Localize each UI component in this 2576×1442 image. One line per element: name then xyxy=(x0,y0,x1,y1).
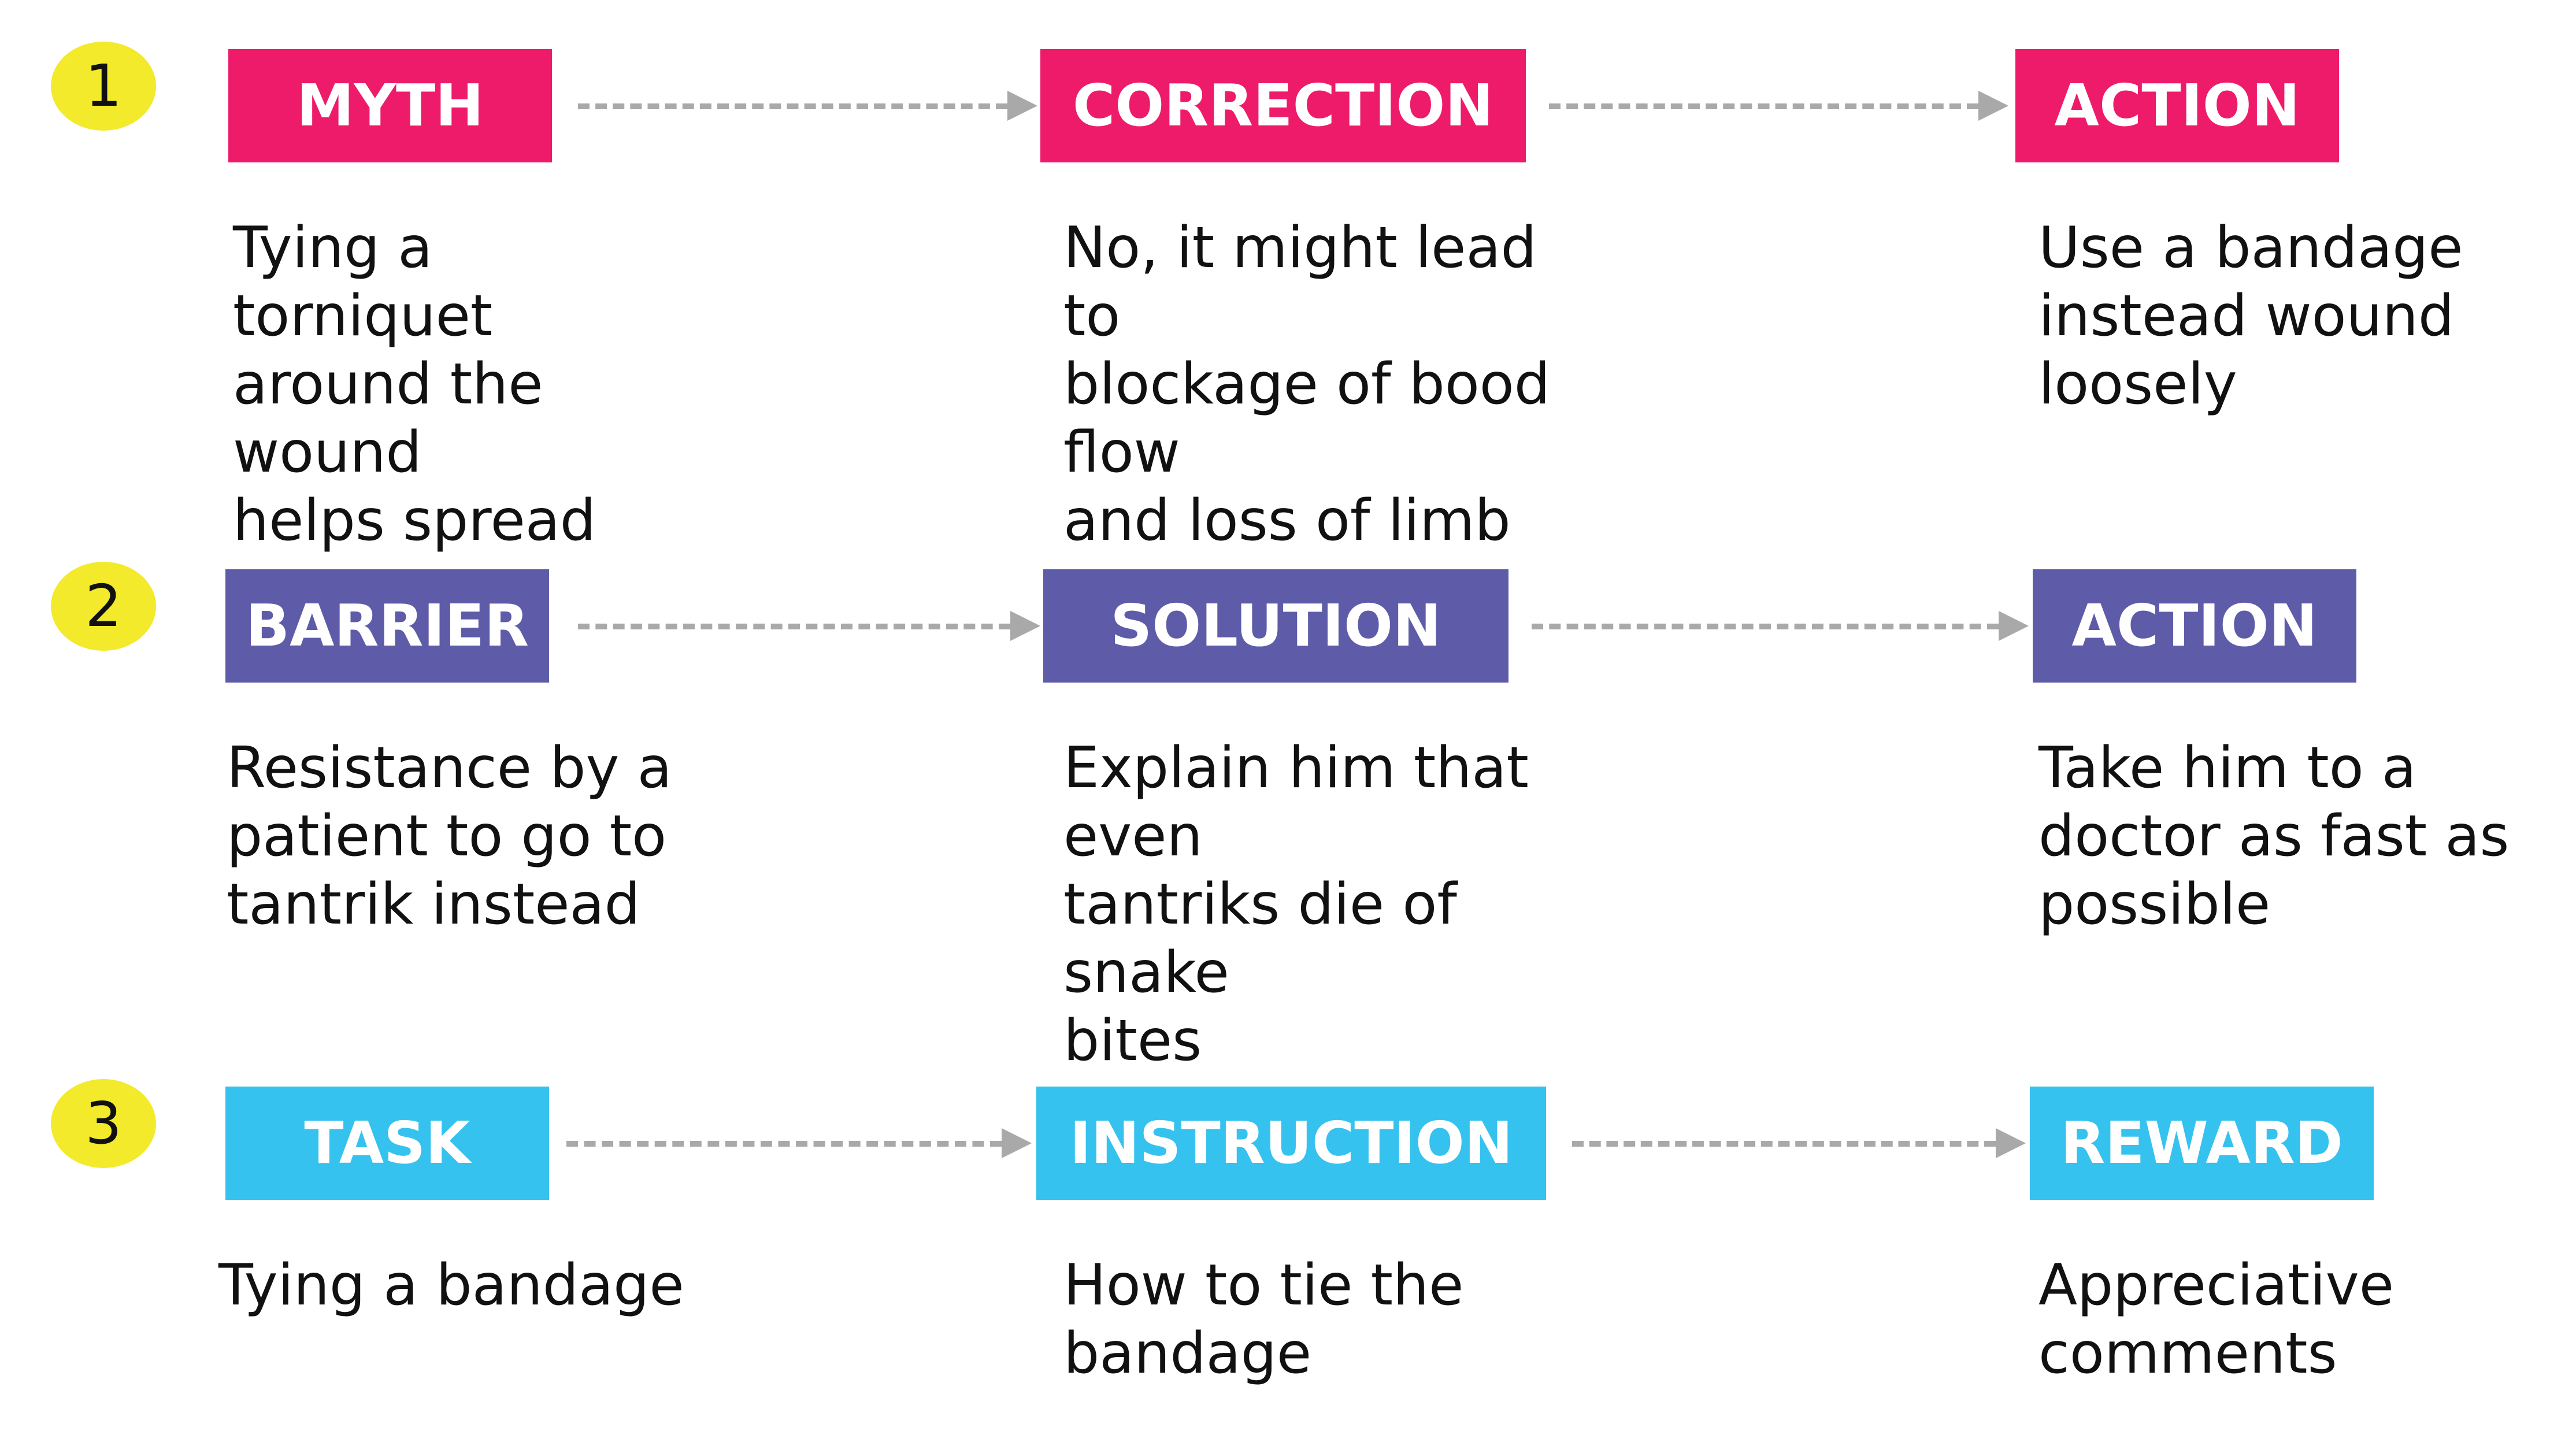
stage-description: How to tie the bandage xyxy=(1063,1252,1464,1387)
arrow-head-icon xyxy=(1999,611,2029,641)
stage-label: ACTION xyxy=(2015,49,2339,162)
stage-description: Take him to a doctor as fast as possible xyxy=(2038,735,2510,937)
arrow-head-icon xyxy=(1007,91,1037,121)
stage-label: REWARD xyxy=(2030,1087,2374,1200)
stage-description: Use a bandage instead wound loosely xyxy=(2038,215,2463,417)
stage-label: CORRECTION xyxy=(1040,49,1526,162)
dashed-arrow-line xyxy=(578,103,1007,109)
stage-description: Resistance by a patient to go to tantrik… xyxy=(227,735,672,937)
stage-label: BARRIER xyxy=(225,569,549,683)
dashed-arrow xyxy=(1572,1128,2026,1158)
row-2: 2 BARRIER Resistance by a patient to go … xyxy=(0,520,2576,1074)
row-number-badge: 2 xyxy=(51,562,156,651)
dashed-arrow-line xyxy=(578,624,1010,629)
stage-label: INSTRUCTION xyxy=(1036,1087,1546,1200)
stage-description: No, it might lead to blockage of bood fl… xyxy=(1063,215,1550,554)
arrow-head-icon xyxy=(1010,611,1040,641)
stage-description: Appreciative comments xyxy=(2038,1252,2394,1387)
row-3: 3 TASK Tying a bandage INSTRUCTION How t… xyxy=(0,1037,2576,1442)
arrow-head-icon xyxy=(1996,1128,2026,1158)
row-1: 1 MYTH Tying a torniquet around the woun… xyxy=(0,0,2576,622)
dashed-arrow xyxy=(1549,91,2008,121)
dashed-arrow-line xyxy=(1549,103,1978,109)
stage-description: Explain him that even tantriks die of sn… xyxy=(1063,735,1529,1074)
dashed-arrow-line xyxy=(1532,624,1999,629)
arrow-head-icon xyxy=(1978,91,2008,121)
dashed-arrow-line xyxy=(1572,1141,1996,1147)
stage-description: Tying a bandage xyxy=(218,1252,684,1318)
dashed-arrow xyxy=(566,1128,1032,1158)
arrow-head-icon xyxy=(1002,1128,1032,1158)
dashed-arrow xyxy=(1532,611,2029,641)
myth-correction-action-diagram: 1 MYTH Tying a torniquet around the woun… xyxy=(0,0,2576,1387)
dashed-arrow xyxy=(578,91,1037,121)
dashed-arrow xyxy=(578,611,1040,641)
row-number-badge: 1 xyxy=(51,42,156,131)
stage-label: SOLUTION xyxy=(1043,569,1508,683)
stage-label: TASK xyxy=(225,1087,549,1200)
stage-label: MYTH xyxy=(228,49,552,162)
row-number-badge: 3 xyxy=(51,1079,156,1168)
stage-label: ACTION xyxy=(2033,569,2356,683)
dashed-arrow-line xyxy=(566,1141,1002,1147)
